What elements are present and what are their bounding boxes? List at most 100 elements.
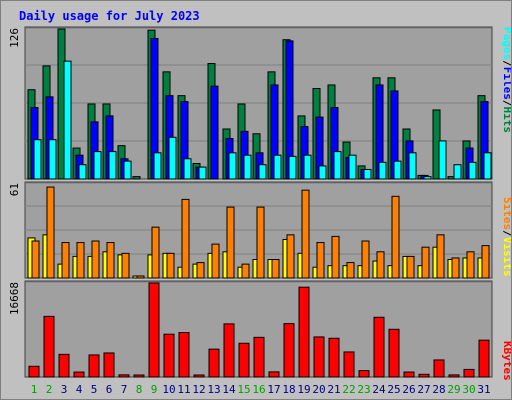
bar-pages-day-5 <box>93 151 102 180</box>
x-tick-label: 15 <box>237 383 250 396</box>
bar-pages-day-15 <box>243 154 252 180</box>
bar-kbytes-day-11 <box>178 332 190 378</box>
bar-pages-day-12 <box>198 166 207 180</box>
bar-kbytes-day-31 <box>478 339 490 378</box>
bar-pages-day-21 <box>333 151 342 180</box>
bar-sites-day-28 <box>436 234 445 279</box>
bar-pages-day-29 <box>453 164 462 180</box>
x-tick-label: 28 <box>432 383 445 396</box>
bar-kbytes-day-3 <box>58 353 70 378</box>
bar-kbytes-day-23 <box>358 370 370 378</box>
bar-pages-day-1 <box>33 139 42 180</box>
bar-sites-day-4 <box>76 242 85 279</box>
bar-hits-day-8 <box>132 176 141 180</box>
legend-entry: / <box>501 100 511 107</box>
x-tick-label: 22 <box>342 383 355 396</box>
bar-sites-day-25 <box>391 195 400 279</box>
x-tick-label: 17 <box>267 383 280 396</box>
bar-sites-day-21 <box>331 235 340 279</box>
bar-kbytes-day-29 <box>448 374 460 378</box>
bar-pages-day-23 <box>363 168 372 180</box>
bar-sites-day-17 <box>271 259 280 279</box>
bar-sites-day-11 <box>181 198 190 279</box>
bar-kbytes-day-5 <box>88 354 100 378</box>
bar-kbytes-day-18 <box>283 323 295 378</box>
legend-0: Pages/Files/Hits <box>501 27 511 133</box>
bar-kbytes-day-25 <box>388 328 400 378</box>
bar-pages-day-25 <box>393 160 402 180</box>
x-tick-label: 13 <box>207 383 220 396</box>
y-max-label: 61 <box>8 183 21 196</box>
bar-sites-day-13 <box>211 243 220 279</box>
x-tick-label: 18 <box>282 383 295 396</box>
legend-entry: / <box>501 230 511 237</box>
bar-pages-day-7 <box>123 160 132 180</box>
bar-sites-day-12 <box>196 262 205 279</box>
bar-kbytes-day-28 <box>433 359 445 378</box>
bar-pages-day-17 <box>273 154 282 180</box>
bar-pages-day-6 <box>108 151 117 180</box>
x-tick-label: 21 <box>327 383 340 396</box>
bar-sites-day-5 <box>91 240 100 279</box>
legend-2: KBytes <box>501 341 511 381</box>
bar-kbytes-day-15 <box>238 342 250 378</box>
x-tick-label: 7 <box>121 383 128 396</box>
bar-sites-day-14 <box>226 206 235 279</box>
bar-sites-day-8 <box>136 275 145 279</box>
bar-kbytes-day-4 <box>73 371 85 378</box>
y-max-label: 16668 <box>8 282 21 315</box>
legend-entry: Hits <box>501 107 511 134</box>
x-tick-label: 20 <box>312 383 325 396</box>
bar-kbytes-day-6 <box>103 352 115 378</box>
bar-sites-day-3 <box>61 242 70 279</box>
bar-kbytes-day-26 <box>403 371 415 378</box>
bar-kbytes-day-24 <box>373 316 385 378</box>
bar-pages-day-2 <box>48 139 57 180</box>
x-tick-label: 19 <box>297 383 310 396</box>
bar-kbytes-day-17 <box>268 371 280 378</box>
bar-sites-day-18 <box>286 234 295 279</box>
bar-sites-day-7 <box>121 252 130 279</box>
bar-pages-day-9 <box>153 152 162 180</box>
x-tick-label: 11 <box>177 383 190 396</box>
bar-sites-day-1 <box>31 240 40 279</box>
bar-sites-day-22 <box>346 262 355 279</box>
x-tick-label: 9 <box>151 383 158 396</box>
bar-kbytes-day-20 <box>313 336 325 378</box>
bar-sites-day-9 <box>151 226 160 279</box>
bar-kbytes-day-2 <box>43 315 55 378</box>
legend-entry: Files <box>501 67 511 100</box>
x-tick-label: 10 <box>162 383 175 396</box>
y-max-label: 126 <box>8 28 21 48</box>
x-tick-label: 2 <box>46 383 53 396</box>
bar-pages-day-26 <box>408 152 417 180</box>
bar-sites-day-19 <box>301 189 310 279</box>
bar-sites-day-15 <box>241 263 250 279</box>
bar-kbytes-day-12 <box>193 374 205 378</box>
x-tick-label: 4 <box>76 383 83 396</box>
x-tick-label: 12 <box>192 383 205 396</box>
bar-pages-day-27 <box>423 176 432 180</box>
x-tick-label: 8 <box>136 383 143 396</box>
bar-sites-day-31 <box>481 245 490 279</box>
bar-pages-day-10 <box>168 136 177 180</box>
x-tick-label: 3 <box>61 383 68 396</box>
x-tick-label: 14 <box>222 383 236 396</box>
x-tick-label: 29 <box>447 383 460 396</box>
bar-files-day-13 <box>210 85 219 180</box>
bar-kbytes-day-22 <box>343 351 355 378</box>
bar-sites-day-27 <box>421 246 430 279</box>
bar-kbytes-day-9 <box>148 282 160 378</box>
bar-kbytes-day-14 <box>223 323 235 378</box>
bar-pages-day-24 <box>378 161 387 180</box>
bar-sites-day-24 <box>376 251 385 279</box>
bar-kbytes-day-8 <box>133 374 145 378</box>
bar-kbytes-day-10 <box>163 333 175 378</box>
bar-sites-day-16 <box>256 206 265 279</box>
bar-sites-day-10 <box>166 252 175 279</box>
bar-kbytes-day-27 <box>418 373 430 378</box>
x-tick-label: 31 <box>477 383 490 396</box>
bar-pages-day-30 <box>468 161 477 180</box>
